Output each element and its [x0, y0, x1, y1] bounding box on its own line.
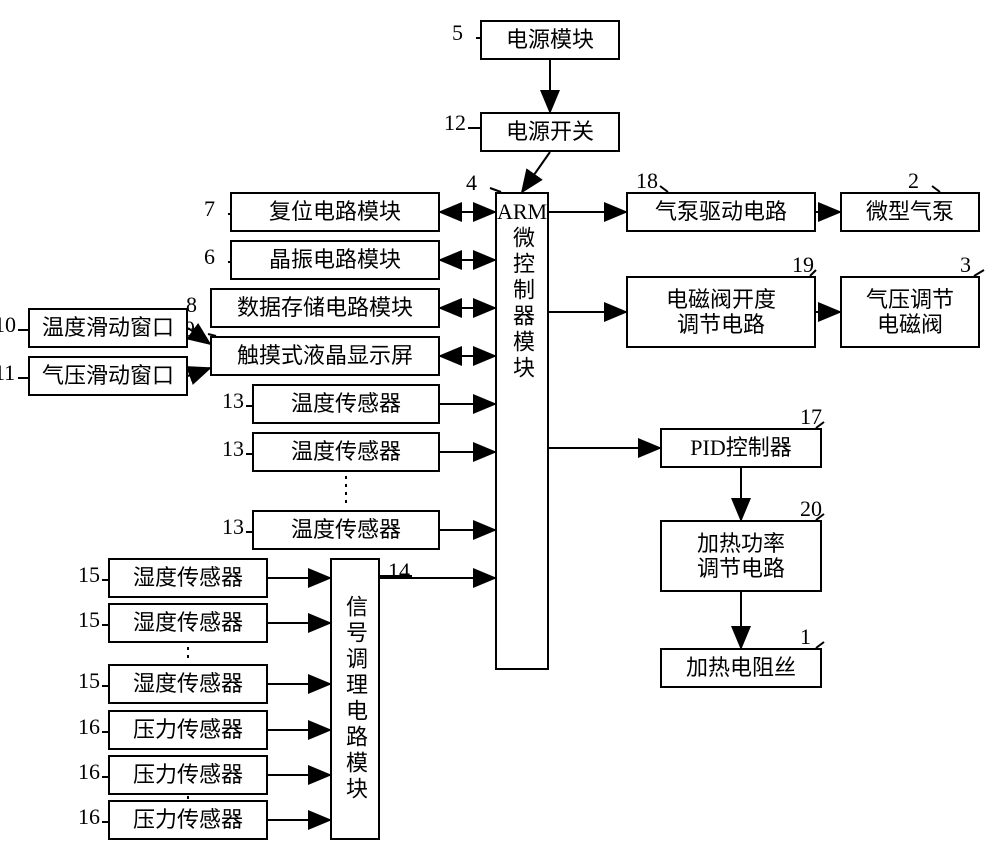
node-n13a: 温度传感器 — [252, 384, 440, 424]
node-n6: 晶振电路模块 — [230, 240, 440, 280]
node-label-n3: 3 — [960, 252, 971, 278]
node-label-n6: 6 — [204, 244, 215, 270]
node-label-n7: 7 — [204, 196, 215, 222]
node-n15c: 湿度传感器 — [108, 664, 268, 704]
node-label-n20: 20 — [800, 496, 822, 522]
node-label-n11: 11 — [0, 360, 15, 386]
node-label-n10: 10 — [0, 312, 16, 338]
node-n16a: 压力传感器 — [108, 710, 268, 750]
node-n13b: 温度传感器 — [252, 432, 440, 472]
node-label-n14: 14 — [388, 558, 410, 584]
node-n1: 加热电阻丝 — [660, 648, 822, 688]
node-n14: 信号调理电路模块 — [330, 558, 380, 840]
node-n16b: 压力传感器 — [108, 755, 268, 795]
node-label-n12: 12 — [444, 110, 466, 136]
node-label-n13c: 13 — [222, 514, 244, 540]
node-n19: 电磁阀开度调节电路 — [626, 276, 816, 348]
node-label-n4: 4 — [466, 170, 477, 196]
node-n3: 气压调节电磁阀 — [840, 276, 980, 348]
node-label-n17: 17 — [800, 404, 822, 430]
node-label-n16c: 16 — [78, 804, 100, 830]
node-n15a: 湿度传感器 — [108, 558, 268, 598]
node-n10: 温度滑动窗口 — [28, 308, 188, 348]
node-n5: 电源模块 — [480, 20, 620, 60]
node-label-n18: 18 — [636, 168, 658, 194]
node-label-n5: 5 — [452, 20, 463, 46]
node-label-n2: 2 — [908, 168, 919, 194]
node-label-n13b: 13 — [222, 436, 244, 462]
node-label-n1: 1 — [800, 624, 811, 650]
node-label-n16b: 16 — [78, 759, 100, 785]
node-n17: PID控制器 — [660, 428, 822, 468]
node-n9: 触摸式液晶显示屏 — [210, 336, 440, 376]
node-n7: 复位电路模块 — [230, 192, 440, 232]
node-label-n15b: 15 — [78, 607, 100, 633]
node-label-n19: 19 — [792, 252, 814, 278]
node-n12: 电源开关 — [480, 112, 620, 152]
node-label-n13a: 13 — [222, 388, 244, 414]
node-n20: 加热功率调节电路 — [660, 520, 822, 592]
node-n2: 微型气泵 — [840, 192, 980, 232]
node-n11: 气压滑动窗口 — [28, 356, 188, 396]
node-n8: 数据存储电路模块 — [210, 288, 440, 328]
node-label-n15a: 15 — [78, 562, 100, 588]
node-n13c: 温度传感器 — [252, 510, 440, 550]
node-n15b: 湿度传感器 — [108, 603, 268, 643]
node-label-n15c: 15 — [78, 668, 100, 694]
node-n18: 气泵驱动电路 — [626, 192, 816, 232]
node-n4: ARM微控制器模块 — [495, 192, 549, 670]
node-n16c: 压力传感器 — [108, 800, 268, 840]
node-label-n16a: 16 — [78, 714, 100, 740]
